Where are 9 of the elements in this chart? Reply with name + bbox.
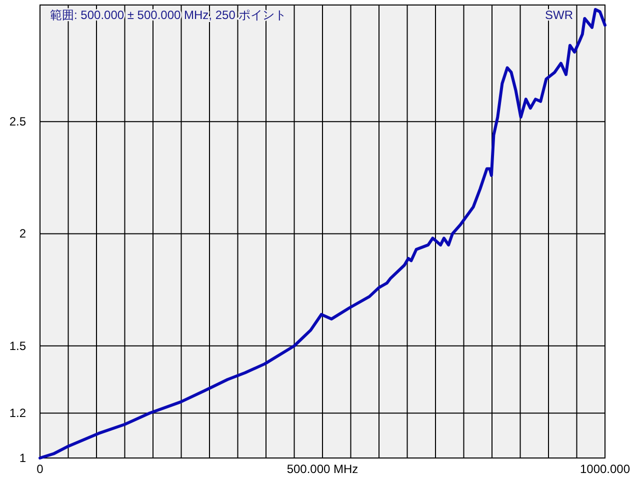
y-tick-label: 2	[19, 226, 26, 241]
y-tick-label: 1.5	[9, 338, 26, 353]
y-tick-label: 1	[19, 451, 26, 465]
x-tick-label: 0	[36, 462, 44, 476]
line-series	[38, 8, 606, 460]
y-tick-label: 1.2	[9, 406, 26, 420]
x-tick-label: 500.000 MHz	[286, 462, 358, 476]
x-tick-label: 1000.000	[580, 462, 630, 476]
y-tick-label: 2.5	[9, 114, 26, 129]
